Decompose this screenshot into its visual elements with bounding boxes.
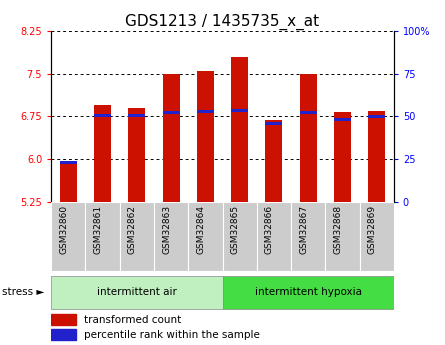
Bar bbox=[120, 202, 154, 271]
Text: GSM32868: GSM32868 bbox=[333, 205, 343, 254]
Bar bbox=[334, 112, 351, 202]
Text: percentile rank within the sample: percentile rank within the sample bbox=[85, 330, 260, 340]
Bar bbox=[94, 114, 111, 117]
Bar bbox=[85, 202, 120, 271]
Text: transformed count: transformed count bbox=[85, 315, 182, 325]
Text: GSM32862: GSM32862 bbox=[128, 205, 137, 254]
Title: GDS1213 / 1435735_x_at: GDS1213 / 1435735_x_at bbox=[125, 13, 320, 30]
Bar bbox=[299, 111, 317, 114]
Bar bbox=[222, 276, 394, 309]
Bar bbox=[128, 108, 146, 202]
Text: GSM32861: GSM32861 bbox=[93, 205, 103, 254]
Bar bbox=[60, 162, 77, 202]
Text: GSM32869: GSM32869 bbox=[368, 205, 376, 254]
Bar bbox=[231, 109, 248, 112]
Text: GSM32866: GSM32866 bbox=[265, 205, 274, 254]
Bar bbox=[197, 71, 214, 202]
Bar bbox=[299, 74, 317, 202]
Text: GSM32864: GSM32864 bbox=[196, 205, 206, 254]
Bar bbox=[368, 111, 385, 202]
Text: GSM32863: GSM32863 bbox=[162, 205, 171, 254]
Bar bbox=[162, 111, 180, 114]
Bar bbox=[265, 122, 283, 125]
Bar bbox=[128, 114, 146, 117]
Bar bbox=[51, 329, 76, 340]
Bar bbox=[231, 57, 248, 202]
Bar bbox=[368, 115, 385, 118]
Text: GSM32865: GSM32865 bbox=[231, 205, 239, 254]
Text: stress ►: stress ► bbox=[2, 287, 44, 297]
Bar bbox=[94, 105, 111, 202]
Text: intermittent air: intermittent air bbox=[97, 287, 177, 297]
Text: GSM32860: GSM32860 bbox=[59, 205, 69, 254]
Bar bbox=[325, 202, 360, 271]
Bar bbox=[51, 276, 223, 309]
Bar bbox=[60, 161, 77, 164]
Bar bbox=[360, 202, 394, 271]
Bar bbox=[265, 120, 283, 202]
Bar bbox=[162, 74, 180, 202]
Bar bbox=[197, 110, 214, 114]
Bar bbox=[188, 202, 222, 271]
Bar bbox=[257, 202, 291, 271]
Bar bbox=[51, 314, 76, 325]
Bar bbox=[51, 202, 85, 271]
Text: intermittent hypoxia: intermittent hypoxia bbox=[255, 287, 362, 297]
Bar bbox=[222, 202, 257, 271]
Bar bbox=[334, 118, 351, 121]
Text: GSM32867: GSM32867 bbox=[299, 205, 308, 254]
Bar bbox=[291, 202, 325, 271]
Bar bbox=[154, 202, 188, 271]
